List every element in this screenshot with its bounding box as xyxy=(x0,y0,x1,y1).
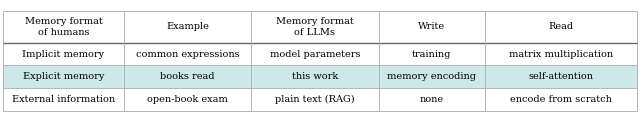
Text: Explicit memory: Explicit memory xyxy=(23,72,104,81)
Text: matrix multiplication: matrix multiplication xyxy=(509,50,613,59)
Bar xyxy=(378,11,485,43)
Bar xyxy=(485,88,637,111)
Text: plain text (RAG): plain text (RAG) xyxy=(275,95,355,104)
Text: Read: Read xyxy=(548,22,573,31)
Bar xyxy=(124,65,251,88)
Bar xyxy=(251,43,378,65)
Text: books read: books read xyxy=(160,72,214,81)
Bar xyxy=(3,65,124,88)
Bar xyxy=(378,65,485,88)
Bar xyxy=(124,11,251,43)
Bar xyxy=(485,43,637,65)
Bar xyxy=(251,88,378,111)
Text: Implicit memory: Implicit memory xyxy=(22,50,104,59)
Text: External information: External information xyxy=(12,95,115,104)
Bar xyxy=(3,88,124,111)
Text: self-attention: self-attention xyxy=(529,72,593,81)
Text: Example: Example xyxy=(166,22,209,31)
Bar xyxy=(485,65,637,88)
Text: training: training xyxy=(412,50,452,59)
Bar xyxy=(124,88,251,111)
Text: this work: this work xyxy=(292,72,338,81)
Bar xyxy=(3,43,124,65)
Text: model parameters: model parameters xyxy=(269,50,360,59)
Text: Write: Write xyxy=(419,22,445,31)
Bar xyxy=(378,43,485,65)
Text: common expressions: common expressions xyxy=(136,50,239,59)
Bar xyxy=(124,43,251,65)
Text: open-book exam: open-book exam xyxy=(147,95,228,104)
Bar xyxy=(485,11,637,43)
Text: none: none xyxy=(420,95,444,104)
Text: memory encoding: memory encoding xyxy=(387,72,476,81)
Text: Memory format
of LLMs: Memory format of LLMs xyxy=(276,17,354,37)
Bar xyxy=(378,88,485,111)
Bar xyxy=(251,11,378,43)
Text: encode from scratch: encode from scratch xyxy=(510,95,612,104)
Bar xyxy=(3,11,124,43)
Text: Memory format
of humans: Memory format of humans xyxy=(24,17,102,37)
Bar xyxy=(251,65,378,88)
